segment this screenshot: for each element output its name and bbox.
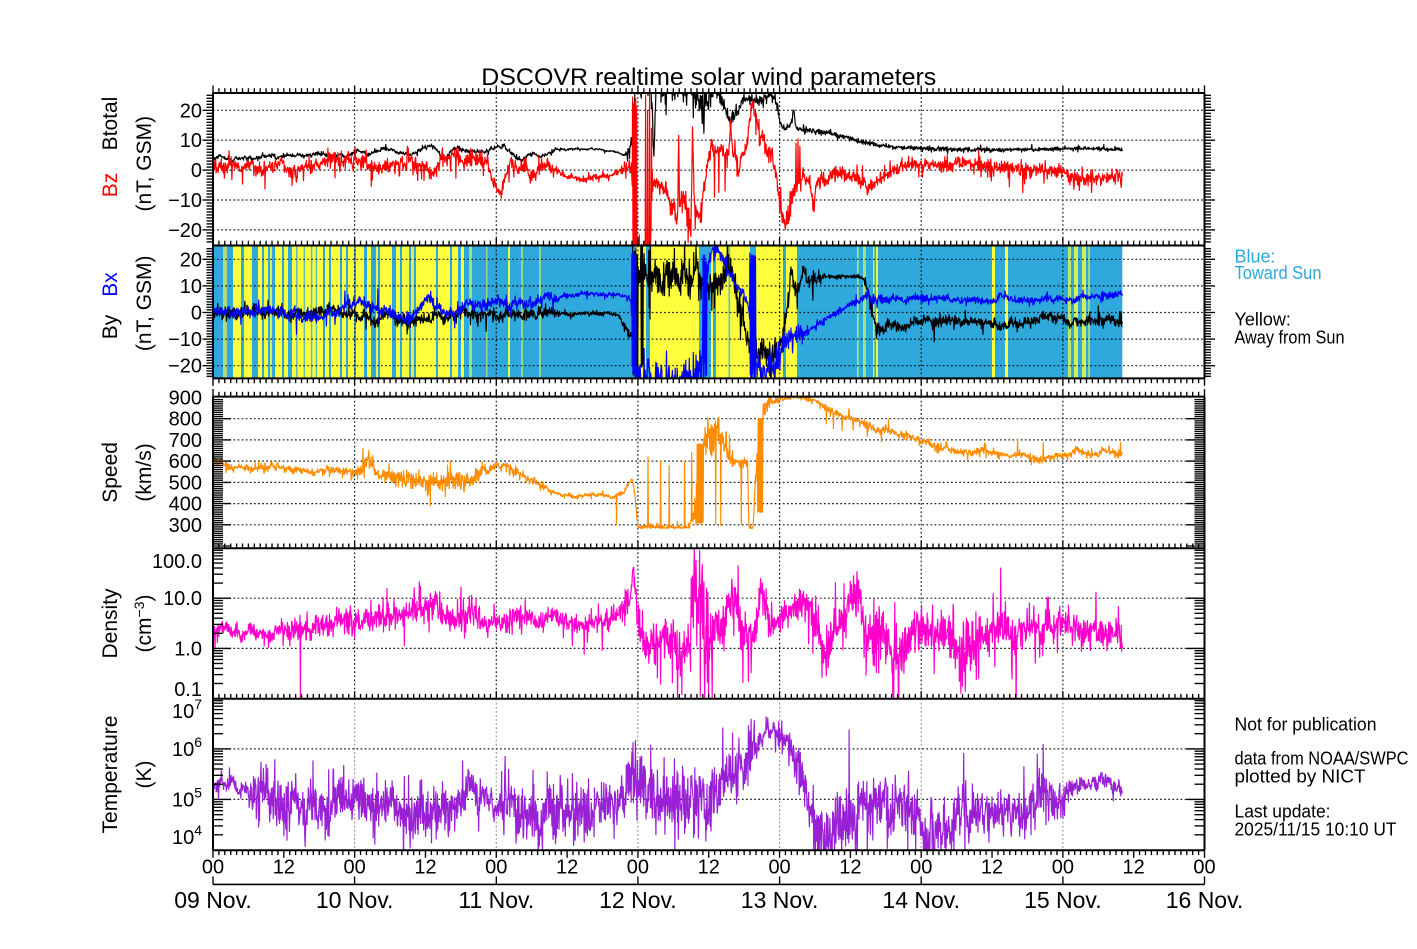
svg-text:12: 12 bbox=[273, 857, 295, 879]
svg-text:900: 900 bbox=[169, 387, 202, 409]
svg-text:00: 00 bbox=[344, 857, 366, 879]
svg-text:00: 00 bbox=[768, 857, 790, 879]
svg-text:13 Nov.: 13 Nov. bbox=[741, 887, 819, 913]
svg-text:00: 00 bbox=[1193, 857, 1215, 879]
svg-text:14 Nov.: 14 Nov. bbox=[882, 887, 960, 913]
svg-text:10 Nov.: 10 Nov. bbox=[316, 887, 394, 913]
svg-text:data from NOAA/SWPC: data from NOAA/SWPC bbox=[1235, 749, 1409, 769]
svg-text:1.0: 1.0 bbox=[174, 638, 202, 660]
svg-text:(nT, GSM): (nT, GSM) bbox=[133, 116, 156, 212]
svg-text:600: 600 bbox=[169, 451, 202, 473]
svg-text:12: 12 bbox=[414, 857, 436, 879]
svg-text:500: 500 bbox=[169, 472, 202, 494]
svg-text:12: 12 bbox=[981, 857, 1003, 879]
svg-text:09 Nov.: 09 Nov. bbox=[174, 887, 252, 913]
svg-text:Last update:: Last update: bbox=[1235, 802, 1331, 822]
svg-text:16 Nov.: 16 Nov. bbox=[1166, 887, 1244, 913]
svg-text:Temperature: Temperature bbox=[99, 716, 122, 834]
svg-text:Speed: Speed bbox=[99, 442, 122, 503]
svg-text:10: 10 bbox=[180, 276, 202, 298]
svg-text:12: 12 bbox=[839, 857, 861, 879]
svg-text:0: 0 bbox=[191, 160, 202, 182]
svg-text:15 Nov.: 15 Nov. bbox=[1024, 887, 1102, 913]
svg-text:(K): (K) bbox=[133, 761, 156, 789]
svg-text:400: 400 bbox=[169, 494, 202, 516]
svg-text:12: 12 bbox=[556, 857, 578, 879]
svg-text:Bx: Bx bbox=[99, 272, 122, 297]
svg-text:10: 10 bbox=[180, 130, 202, 152]
svg-text:00: 00 bbox=[202, 857, 224, 879]
svg-text:Toward Sun: Toward Sun bbox=[1235, 263, 1322, 283]
svg-text:−20: −20 bbox=[168, 220, 202, 242]
svg-text:Density: Density bbox=[99, 588, 122, 659]
svg-text:12: 12 bbox=[1123, 857, 1145, 879]
svg-text:2025/11/15 10:10 UT: 2025/11/15 10:10 UT bbox=[1235, 820, 1397, 840]
svg-text:plotted by NICT: plotted by NICT bbox=[1235, 767, 1366, 787]
svg-text:Blue:: Blue: bbox=[1235, 247, 1276, 267]
svg-text:20: 20 bbox=[180, 100, 202, 122]
svg-text:00: 00 bbox=[627, 857, 649, 879]
svg-text:0.1: 0.1 bbox=[174, 679, 202, 701]
svg-text:00: 00 bbox=[485, 857, 507, 879]
svg-text:10.0: 10.0 bbox=[163, 588, 202, 610]
svg-text:00: 00 bbox=[910, 857, 932, 879]
svg-text:(cm−3): (cm−3) bbox=[131, 595, 156, 653]
svg-text:(km/s): (km/s) bbox=[133, 443, 156, 501]
svg-text:700: 700 bbox=[169, 430, 202, 452]
svg-text:11 Nov.: 11 Nov. bbox=[458, 887, 534, 913]
svg-text:Yellow:: Yellow: bbox=[1235, 310, 1291, 330]
svg-text:100.0: 100.0 bbox=[152, 551, 202, 573]
svg-text:0: 0 bbox=[191, 303, 202, 325]
svg-text:12 Nov.: 12 Nov. bbox=[599, 887, 677, 913]
svg-text:By: By bbox=[99, 314, 122, 339]
svg-text:−10: −10 bbox=[168, 190, 202, 212]
svg-text:Btotal: Btotal bbox=[99, 97, 122, 151]
svg-text:DSCOVR realtime solar wind par: DSCOVR realtime solar wind parameters bbox=[481, 64, 936, 91]
svg-text:Away from Sun: Away from Sun bbox=[1235, 328, 1345, 348]
svg-text:−20: −20 bbox=[168, 356, 202, 378]
svg-text:(nT, GSM): (nT, GSM) bbox=[133, 255, 156, 351]
svg-text:20: 20 bbox=[180, 249, 202, 271]
svg-text:00: 00 bbox=[1052, 857, 1074, 879]
svg-text:−10: −10 bbox=[168, 329, 202, 351]
svg-text:300: 300 bbox=[169, 515, 202, 537]
svg-text:12: 12 bbox=[698, 857, 720, 879]
svg-text:Bz: Bz bbox=[99, 173, 122, 198]
svg-text:Not for publication: Not for publication bbox=[1235, 715, 1377, 735]
svg-text:800: 800 bbox=[169, 409, 202, 431]
